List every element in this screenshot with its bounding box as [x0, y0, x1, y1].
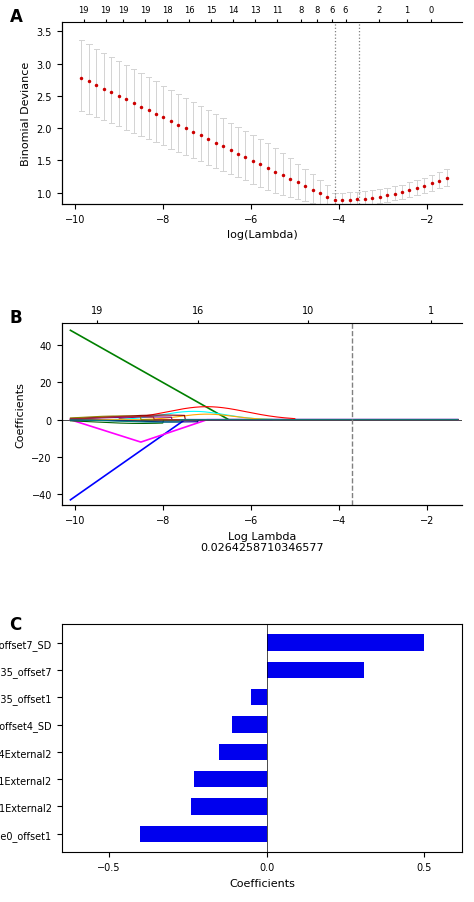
Y-axis label: Binomial Deviance: Binomial Deviance	[21, 61, 31, 166]
Bar	[140, 825, 266, 842]
Bar	[194, 771, 266, 787]
X-axis label: Coefficients: Coefficients	[229, 878, 295, 888]
Bar	[251, 689, 266, 705]
Bar	[266, 635, 424, 651]
Bar	[266, 662, 365, 678]
Bar	[191, 798, 266, 815]
X-axis label: Log Lambda
0.0264258710346577: Log Lambda 0.0264258710346577	[200, 531, 324, 553]
Y-axis label: Coefficients: Coefficients	[16, 382, 26, 447]
Text: A: A	[9, 8, 22, 26]
Bar	[219, 744, 266, 760]
X-axis label: log(Lambda): log(Lambda)	[227, 230, 297, 240]
Bar	[232, 716, 266, 733]
Text: C: C	[9, 615, 22, 633]
Text: B: B	[9, 308, 22, 327]
